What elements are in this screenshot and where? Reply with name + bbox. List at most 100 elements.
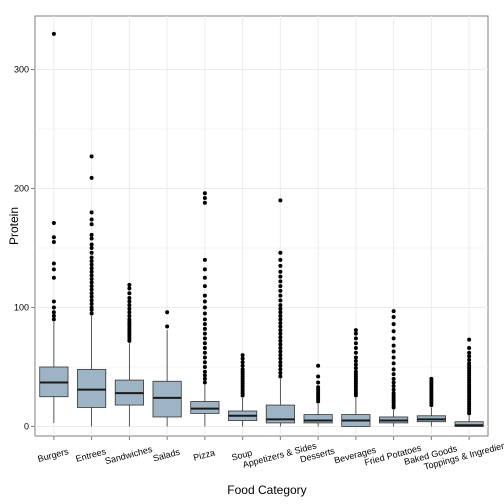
outlier-point bbox=[278, 331, 283, 336]
outlier-point bbox=[278, 198, 283, 203]
outlier-point bbox=[202, 376, 207, 381]
outlier-point bbox=[316, 363, 321, 368]
outlier-point bbox=[429, 376, 434, 381]
outlier-point bbox=[278, 263, 283, 268]
outlier-point bbox=[51, 305, 56, 310]
outlier-point bbox=[278, 353, 283, 358]
outlier-point bbox=[240, 363, 245, 368]
outlier-point bbox=[278, 320, 283, 325]
outlier-point bbox=[127, 286, 132, 291]
outlier-point bbox=[202, 275, 207, 280]
outlier-point bbox=[278, 269, 283, 274]
outlier-point bbox=[202, 369, 207, 374]
outlier-point bbox=[202, 322, 207, 327]
outlier-point bbox=[89, 259, 94, 264]
outlier-point bbox=[89, 242, 94, 247]
y-axis: 0 100 200 300 bbox=[14, 65, 35, 431]
outlier-point bbox=[391, 329, 396, 334]
x-tick-label: Pizza bbox=[192, 447, 216, 462]
outlier-point bbox=[51, 299, 56, 304]
box-group-2 bbox=[77, 154, 107, 427]
outlier-point bbox=[391, 322, 396, 327]
outlier-point bbox=[89, 175, 94, 180]
outlier-point bbox=[202, 350, 207, 355]
outlier-point bbox=[89, 287, 94, 292]
outlier-point bbox=[353, 355, 358, 360]
outlier-point bbox=[278, 279, 283, 284]
outlier-point bbox=[278, 257, 283, 262]
box-group-6 bbox=[228, 353, 258, 427]
outlier-point bbox=[278, 345, 283, 350]
outlier-point bbox=[89, 250, 94, 255]
outlier-point bbox=[391, 315, 396, 320]
iqr-box bbox=[190, 401, 220, 414]
box-group-9 bbox=[341, 328, 371, 427]
outlier-point bbox=[316, 385, 321, 390]
box-group-5 bbox=[190, 191, 220, 427]
outlier-point bbox=[353, 336, 358, 341]
outlier-point bbox=[278, 303, 283, 308]
outlier-point bbox=[278, 306, 283, 311]
outlier-point bbox=[467, 350, 472, 355]
outlier-point bbox=[127, 299, 132, 304]
outlier-point bbox=[316, 380, 321, 385]
outlier-point bbox=[278, 317, 283, 322]
y-tick-label: 200 bbox=[14, 184, 29, 194]
outlier-point bbox=[391, 336, 396, 341]
outlier-point bbox=[89, 255, 94, 260]
outlier-point bbox=[202, 355, 207, 360]
outlier-point bbox=[278, 313, 283, 318]
outlier-point bbox=[89, 301, 94, 306]
outlier-point bbox=[202, 380, 207, 385]
outlier-point bbox=[391, 349, 396, 354]
x-axis-title: Food Category bbox=[227, 483, 306, 497]
box-group-4 bbox=[152, 310, 182, 427]
outlier-point bbox=[51, 221, 56, 226]
outlier-point bbox=[353, 362, 358, 367]
outlier-point bbox=[202, 293, 207, 298]
box-group-10 bbox=[379, 309, 409, 427]
outlier-point bbox=[202, 257, 207, 262]
x-tick-label: Sandwiches bbox=[104, 444, 154, 466]
outlier-point bbox=[316, 374, 321, 379]
outlier-point bbox=[278, 284, 283, 289]
outlier-point bbox=[467, 357, 472, 362]
outlier-point bbox=[391, 355, 396, 360]
box-group-11 bbox=[416, 376, 446, 427]
outlier-point bbox=[391, 367, 396, 372]
outlier-point bbox=[89, 154, 94, 159]
outlier-point bbox=[278, 374, 283, 379]
outlier-point bbox=[51, 313, 56, 318]
outlier-point bbox=[89, 210, 94, 215]
outlier-point bbox=[353, 331, 358, 336]
outlier-point bbox=[278, 367, 283, 372]
outlier-point bbox=[202, 341, 207, 346]
outlier-point bbox=[127, 295, 132, 300]
outlier-point bbox=[278, 250, 283, 255]
outlier-point bbox=[202, 196, 207, 201]
outlier-point bbox=[353, 369, 358, 374]
outlier-point bbox=[127, 306, 132, 311]
outlier-point bbox=[240, 356, 245, 361]
outlier-point bbox=[467, 337, 472, 342]
outlier-point bbox=[202, 336, 207, 341]
outlier-point bbox=[89, 262, 94, 267]
outlier-point bbox=[202, 331, 207, 336]
outlier-point bbox=[278, 293, 283, 298]
outlier-point bbox=[89, 273, 94, 278]
outlier-point bbox=[89, 276, 94, 281]
box-group-7 bbox=[265, 198, 295, 427]
outlier-point bbox=[89, 222, 94, 227]
grid-layer bbox=[35, 16, 488, 436]
outlier-point bbox=[278, 342, 283, 347]
outlier-point bbox=[202, 345, 207, 350]
outlier-point bbox=[127, 310, 132, 315]
outlier-point bbox=[278, 288, 283, 293]
outlier-point bbox=[278, 274, 283, 279]
outlier-point bbox=[51, 317, 56, 322]
outlier-point bbox=[51, 240, 56, 245]
outlier-point bbox=[202, 364, 207, 369]
